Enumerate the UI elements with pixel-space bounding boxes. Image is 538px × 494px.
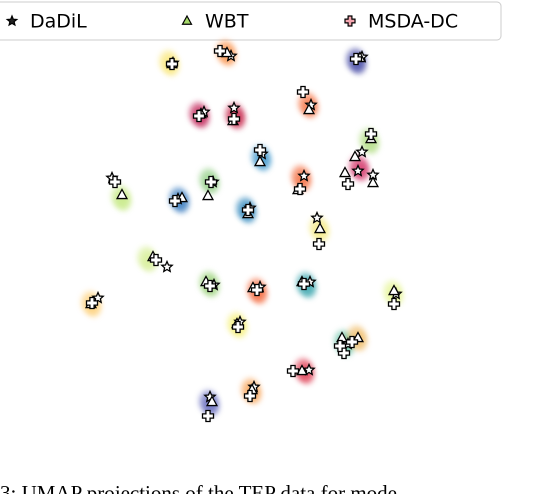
- marker-plus: [250, 283, 264, 297]
- marker-triangle: [348, 150, 362, 162]
- marker-star: [302, 362, 316, 376]
- legend-marker: [5, 14, 19, 27]
- marker-plus: [297, 277, 311, 291]
- marker-plus: [243, 389, 257, 403]
- marker-triangle: [253, 155, 267, 167]
- marker-star: [351, 163, 365, 177]
- marker-plus: [192, 109, 206, 123]
- marker-triangle: [205, 395, 219, 407]
- marker-plus: [253, 143, 267, 157]
- marker-triangle: [302, 103, 316, 115]
- marker-star: [297, 168, 311, 182]
- legend-marker: [344, 15, 356, 27]
- marker-plus: [345, 335, 359, 349]
- marker-plus: [293, 182, 307, 196]
- marker-plus: [108, 175, 122, 189]
- marker-plus: [241, 203, 255, 217]
- marker-plus: [203, 279, 217, 293]
- marker-plus: [227, 112, 241, 126]
- marker-star: [310, 210, 324, 224]
- marker-plus: [364, 127, 378, 141]
- marker-plus: [349, 52, 363, 66]
- legend-label: MSDA-DC: [368, 11, 458, 33]
- marker-triangle: [295, 364, 309, 376]
- legend-marker: [181, 14, 193, 25]
- marker-plus: [312, 237, 326, 251]
- marker-plus: [165, 57, 179, 71]
- marker-triangle: [387, 284, 401, 296]
- marker-plus: [168, 194, 182, 208]
- plot: [81, 40, 403, 423]
- legend: DaDiL WBT MSDA-DC: [5, 11, 458, 33]
- caption: 3: UMAP projections of the TEP data for …: [0, 481, 397, 494]
- marker-plus: [149, 253, 163, 267]
- marker-plus: [85, 296, 99, 310]
- marker-triangle: [366, 176, 380, 188]
- marker-plus: [341, 177, 355, 191]
- legend-box: [0, 1, 502, 41]
- marker-plus: [213, 44, 227, 58]
- marker-plus: [387, 297, 401, 311]
- marker-plus: [201, 409, 215, 423]
- legend-label: WBT: [205, 11, 249, 33]
- marker-triangle: [115, 188, 129, 200]
- marker-star: [355, 144, 369, 158]
- marker-star: [227, 100, 241, 114]
- marker-star: [160, 259, 174, 273]
- marker-triangle: [338, 166, 352, 178]
- marker-triangle: [313, 222, 327, 234]
- marker-plus: [286, 364, 300, 378]
- marker-triangle: [201, 189, 215, 201]
- marker-plus: [231, 320, 245, 334]
- marker-plus: [204, 175, 218, 189]
- legend-label: DaDiL: [30, 11, 87, 33]
- marker-plus: [333, 339, 347, 353]
- marker-plus: [296, 85, 310, 99]
